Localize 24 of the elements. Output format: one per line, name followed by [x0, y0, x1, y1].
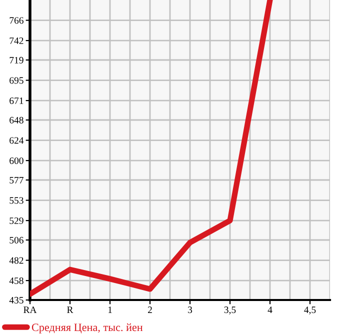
x-tick-label: 3 [188, 306, 192, 314]
y-tick-label: 624 [10, 137, 24, 144]
y-tick-label: 719 [10, 56, 24, 64]
y-tick-label: 577 [10, 177, 24, 184]
y-tick-label: 742 [10, 38, 24, 44]
y-tick-label: 553 [10, 197, 24, 204]
x-tick-label: 4,5 [304, 306, 316, 314]
x-tick-label: 1 [108, 306, 112, 313]
y-tick-label: 600 [10, 157, 24, 164]
y-tick-label: 695 [10, 77, 24, 84]
y-tick-label: 671 [10, 98, 24, 104]
legend-label: Средняя Цена, тыс. йен [32, 323, 143, 334]
x-tick-label: 3,5 [224, 306, 236, 314]
y-tick-label: 458 [9, 277, 24, 284]
x-tick-label: 4 [268, 306, 272, 313]
x-tick-label: R [67, 306, 74, 313]
y-tick-label: 435 [9, 296, 24, 304]
x-tick-label: RA [24, 306, 37, 313]
y-tick-label: 766 [10, 17, 24, 24]
y-tick-label: 648 [10, 116, 24, 124]
y-tick-label: 482 [9, 257, 24, 264]
y-tick-label: 529 [10, 218, 24, 224]
x-tick-label: 2 [148, 306, 152, 313]
y-tick-label: 506 [10, 236, 24, 244]
